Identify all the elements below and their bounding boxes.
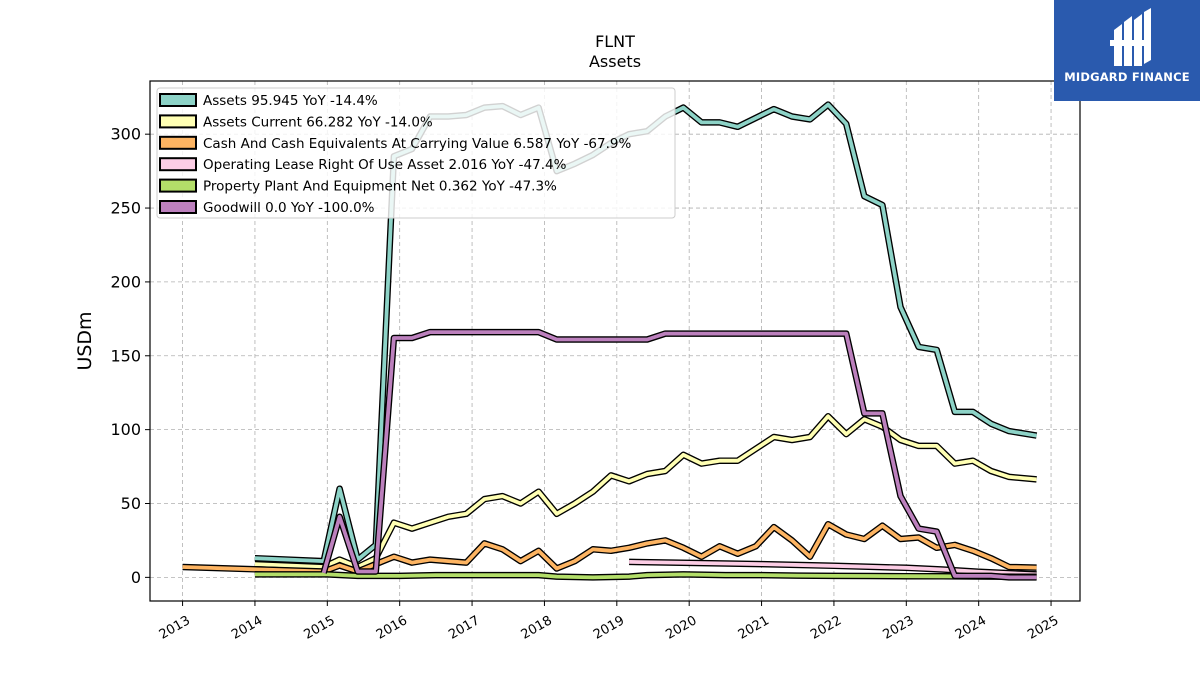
x-tick-label: 2019 [591, 613, 627, 643]
brand-logo: MIDGARD FINANCE [1054, 0, 1200, 101]
legend-swatch [159, 114, 197, 129]
series-line [182, 522, 1037, 574]
legend-label: Assets Current 66.282 YoY -14.0% [203, 114, 433, 130]
legend-entry: Assets 95.945 YoY -14.4% [159, 93, 378, 109]
series-2 [182, 520, 1037, 575]
y-axis: 0 50 100 150 200 250 300 [110, 125, 150, 587]
legend-swatch [159, 157, 197, 172]
y-tick-label: 150 [110, 346, 141, 365]
series-line [629, 560, 1037, 577]
legend-entry: Cash And Cash Equivalents At Carrying Va… [159, 135, 631, 152]
x-tick-label: 2018 [519, 613, 555, 643]
x-tick-label: 2016 [374, 613, 410, 643]
legend: Assets 95.945 YoY -14.4% Assets Current 6… [156, 87, 676, 219]
y-tick-label: 200 [110, 272, 141, 291]
legend-label: Assets 95.945 YoY -14.4% [203, 93, 378, 109]
legend-entry: Assets Current 66.282 YoY -14.0% [159, 114, 433, 130]
x-tick-label: 2022 [808, 613, 844, 643]
x-tick-label: 2017 [446, 613, 482, 643]
series-line [321, 330, 1037, 580]
x-axis: 2013 2014 2015 2016 2017 2018 2019 2020 2021 2022… [157, 601, 1061, 643]
legend-entry: Goodwill 0.0 YoY -100.0% [159, 200, 375, 216]
x-tick-label: 2013 [157, 613, 193, 643]
series-1 [254, 413, 1037, 571]
midgard-logo-icon [1110, 8, 1151, 66]
brand-name: MIDGARD FINANCE [1064, 70, 1190, 84]
x-tick-label: 2025 [1025, 613, 1061, 643]
x-tick-label: 2015 [301, 613, 337, 643]
series-4 [254, 571, 1037, 581]
y-tick-label: 50 [121, 494, 141, 513]
y-axis-label: USDm [74, 311, 96, 370]
y-tick-label: 0 [131, 568, 141, 587]
x-tick-label: 2021 [736, 613, 772, 643]
y-tick-label: 300 [110, 125, 141, 144]
legend-label: Operating Lease Right Of Use Asset 2.016… [203, 157, 567, 173]
x-tick-label: 2023 [880, 613, 916, 643]
legend-entry: Operating Lease Right Of Use Asset 2.016… [159, 157, 567, 173]
chart-title: FLNT [595, 32, 635, 51]
chart-subtitle: Assets [589, 52, 641, 71]
legend-box [156, 87, 676, 219]
legend-swatch [159, 178, 197, 193]
plot-frame [149, 80, 1081, 602]
x-tick-label: 2024 [953, 613, 989, 643]
y-tick-label: 100 [110, 420, 141, 439]
legend-swatch [159, 135, 197, 150]
x-tick-label: 2014 [229, 613, 265, 643]
legend-swatch [159, 93, 197, 107]
legend-swatch [159, 200, 197, 214]
legend-entry: Property Plant And Equipment Net 0.362 Y… [159, 178, 557, 195]
legend-label: Goodwill 0.0 YoY -100.0% [203, 200, 375, 216]
y-tick-label: 250 [110, 199, 141, 218]
series-line [254, 572, 1037, 580]
series-5 [320, 328, 1037, 581]
series-line [254, 414, 1037, 569]
series-3 [629, 558, 1037, 578]
legend-label: Cash And Cash Equivalents At Carrying Va… [203, 136, 631, 152]
legend-label: Property Plant And Equipment Net 0.362 Y… [203, 179, 557, 195]
x-tick-label: 2020 [663, 613, 699, 643]
